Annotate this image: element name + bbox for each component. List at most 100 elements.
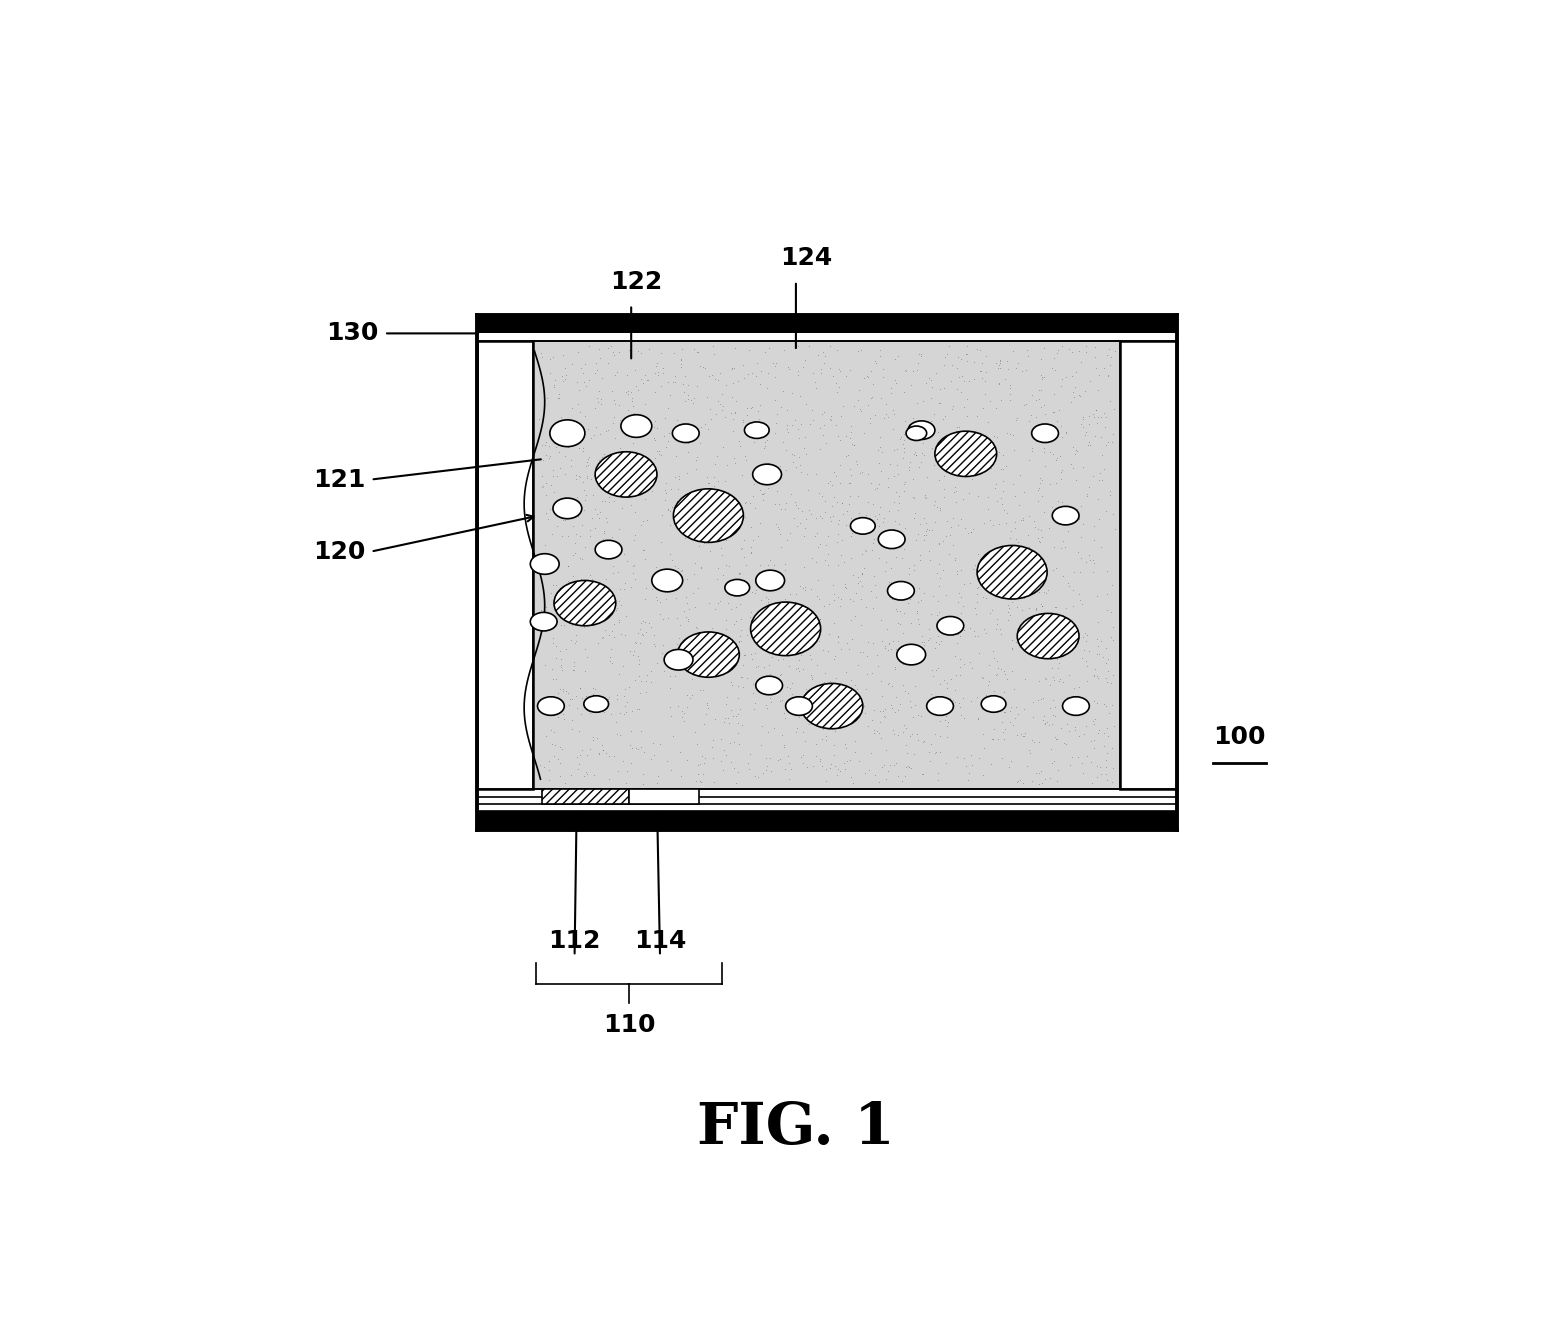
- Point: [537, 362, 562, 384]
- Point: [657, 664, 682, 686]
- Point: [702, 643, 727, 664]
- Point: [658, 646, 683, 667]
- Text: 130: 130: [326, 321, 379, 345]
- Point: [786, 365, 811, 386]
- Point: [530, 563, 554, 584]
- Point: [859, 361, 884, 382]
- Point: [674, 586, 699, 607]
- Point: [1003, 485, 1028, 507]
- Point: [803, 377, 828, 398]
- Point: [713, 694, 738, 715]
- Point: [834, 679, 859, 701]
- Point: [590, 528, 615, 550]
- Point: [912, 583, 936, 604]
- Point: [631, 610, 655, 631]
- Point: [634, 611, 658, 632]
- Point: [534, 444, 559, 465]
- Point: [584, 727, 609, 749]
- Point: [1027, 731, 1051, 753]
- Point: [536, 759, 561, 781]
- Point: [784, 583, 809, 604]
- Point: [1103, 519, 1127, 540]
- Point: [913, 520, 938, 541]
- Point: [826, 513, 851, 535]
- Point: [657, 422, 682, 444]
- Point: [1002, 707, 1027, 729]
- Point: [1053, 421, 1078, 443]
- Point: [539, 582, 564, 603]
- Point: [658, 759, 683, 781]
- Point: [683, 722, 708, 743]
- Point: [1045, 770, 1070, 792]
- Point: [797, 713, 822, 734]
- Point: [592, 575, 617, 596]
- Point: [626, 416, 651, 437]
- Point: [800, 668, 825, 690]
- Point: [697, 473, 722, 495]
- Point: [1009, 599, 1034, 620]
- Point: [977, 509, 1002, 531]
- Point: [589, 389, 613, 410]
- Point: [1000, 636, 1025, 658]
- Point: [615, 691, 640, 713]
- Point: [722, 448, 747, 469]
- Point: [992, 663, 1017, 685]
- Point: [949, 348, 974, 369]
- Point: [1076, 640, 1101, 662]
- Point: [927, 710, 952, 731]
- Point: [904, 414, 929, 436]
- Point: [1022, 511, 1047, 532]
- Point: [842, 674, 867, 695]
- Point: [1019, 385, 1044, 406]
- Point: [686, 356, 711, 377]
- Point: [590, 626, 615, 647]
- Point: [786, 648, 811, 670]
- Point: [1065, 508, 1090, 529]
- Point: [862, 722, 887, 743]
- Point: [927, 392, 952, 413]
- Point: [699, 409, 724, 431]
- Point: [545, 749, 570, 770]
- Point: [1053, 596, 1078, 618]
- Point: [606, 562, 631, 583]
- Point: [601, 412, 626, 433]
- Point: [933, 525, 958, 547]
- Point: [825, 340, 849, 361]
- Point: [666, 519, 691, 540]
- Point: [952, 370, 977, 392]
- Point: [596, 467, 621, 488]
- Point: [739, 397, 764, 418]
- Point: [700, 336, 725, 357]
- Ellipse shape: [725, 579, 750, 596]
- Point: [702, 344, 727, 365]
- Point: [776, 753, 801, 774]
- Point: [1067, 583, 1092, 604]
- Point: [738, 743, 763, 765]
- Point: [686, 536, 711, 558]
- Point: [772, 758, 797, 779]
- Point: [551, 370, 576, 392]
- Point: [868, 427, 893, 448]
- Point: [691, 515, 716, 536]
- Point: [651, 572, 676, 594]
- Point: [570, 548, 595, 570]
- Point: [1008, 583, 1033, 604]
- Point: [1044, 472, 1068, 493]
- Point: [891, 714, 916, 735]
- Point: [634, 670, 658, 691]
- Point: [702, 599, 727, 620]
- Point: [585, 392, 610, 413]
- Point: [660, 571, 685, 592]
- Point: [634, 664, 658, 686]
- Point: [971, 723, 995, 745]
- Point: [913, 524, 938, 545]
- Point: [702, 369, 727, 390]
- Point: [839, 523, 863, 544]
- Point: [991, 721, 1016, 742]
- Point: [643, 429, 668, 451]
- Point: [665, 558, 690, 579]
- Point: [593, 742, 618, 763]
- Point: [601, 344, 626, 365]
- Point: [598, 336, 623, 357]
- Point: [853, 540, 877, 562]
